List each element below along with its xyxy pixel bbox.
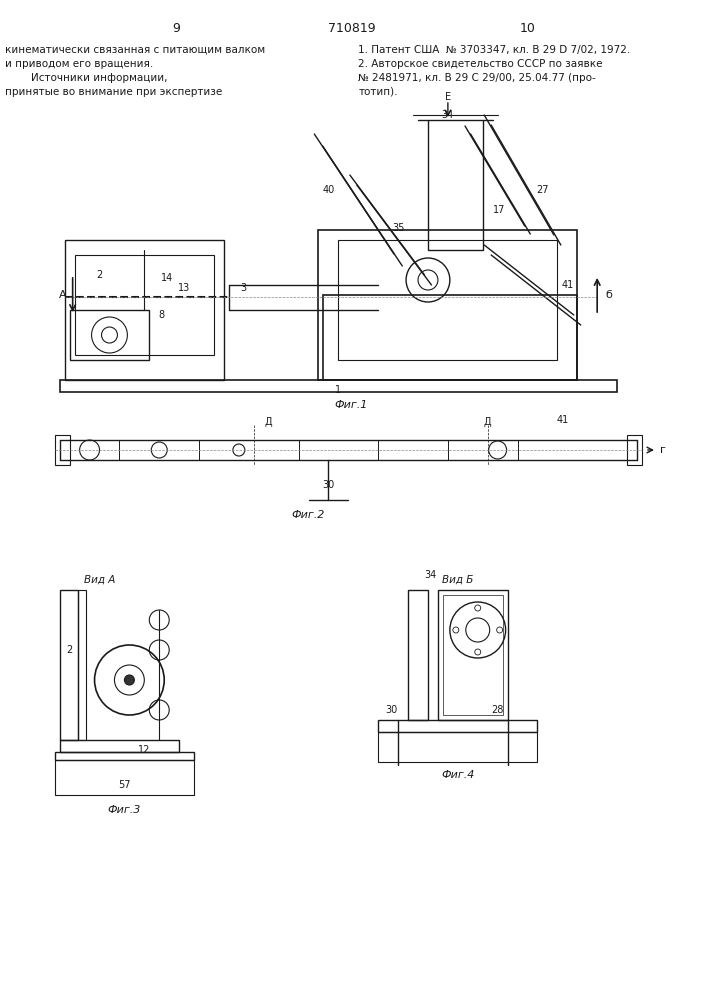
Bar xyxy=(54,435,70,465)
Text: 17: 17 xyxy=(493,205,506,215)
Bar xyxy=(428,120,483,250)
Text: 30: 30 xyxy=(322,480,334,490)
Text: 1: 1 xyxy=(335,385,341,395)
Text: кинематически связанная с питающим валком: кинематически связанная с питающим валко… xyxy=(5,45,265,55)
Text: 2. Авторское свидетельство СССР по заявке: 2. Авторское свидетельство СССР по заявк… xyxy=(358,59,603,69)
Bar xyxy=(75,255,214,355)
Text: 13: 13 xyxy=(178,283,190,293)
Bar xyxy=(59,380,617,392)
Bar xyxy=(59,590,78,740)
Text: 9: 9 xyxy=(173,21,180,34)
Bar xyxy=(378,732,537,762)
Text: 28: 28 xyxy=(491,705,504,715)
Circle shape xyxy=(124,675,134,685)
Text: 30: 30 xyxy=(385,705,397,715)
Text: 27: 27 xyxy=(536,185,549,195)
Text: 3: 3 xyxy=(241,283,247,293)
Bar xyxy=(59,740,179,752)
Bar xyxy=(378,720,537,732)
Text: Фиг.3: Фиг.3 xyxy=(107,805,141,815)
Text: А: А xyxy=(59,290,66,300)
Text: 57: 57 xyxy=(118,780,131,790)
Text: Вид А: Вид А xyxy=(84,575,115,585)
Bar xyxy=(339,240,557,360)
Text: № 2481971, кл. В 29 С 29/00, 25.04.77 (про-: № 2481971, кл. В 29 С 29/00, 25.04.77 (п… xyxy=(358,73,596,83)
Text: 2: 2 xyxy=(66,645,73,655)
Text: Фиг.1: Фиг.1 xyxy=(334,400,368,410)
Text: 35: 35 xyxy=(392,223,404,233)
Bar xyxy=(78,590,86,740)
Text: Д: Д xyxy=(265,417,272,427)
Text: принятые во внимание при экспертизе: принятые во внимание при экспертизе xyxy=(5,87,222,97)
Bar xyxy=(54,752,194,760)
Bar xyxy=(408,590,428,720)
Text: 34: 34 xyxy=(423,570,436,580)
Text: Фиг.2: Фиг.2 xyxy=(292,510,325,520)
Text: 14: 14 xyxy=(161,273,173,283)
Text: и приводом его вращения.: и приводом его вращения. xyxy=(5,59,153,69)
Text: б: б xyxy=(606,290,612,300)
Text: г: г xyxy=(660,445,666,455)
Text: 10: 10 xyxy=(520,21,535,34)
Text: 710819: 710819 xyxy=(327,21,375,34)
Text: 8: 8 xyxy=(158,310,164,320)
Text: 41: 41 xyxy=(561,280,573,290)
Bar xyxy=(54,760,194,795)
Text: 40: 40 xyxy=(322,185,334,195)
Text: 12: 12 xyxy=(138,745,151,755)
Bar xyxy=(324,295,578,380)
Text: 2: 2 xyxy=(96,270,103,280)
Text: Е: Е xyxy=(445,92,451,102)
Bar xyxy=(438,590,508,720)
Text: Источники информации,: Источники информации, xyxy=(5,73,168,83)
Text: Д: Д xyxy=(484,417,491,427)
Bar xyxy=(443,595,503,715)
Text: Фиг.4: Фиг.4 xyxy=(441,770,474,780)
Bar xyxy=(65,240,224,380)
Text: Вид Б: Вид Б xyxy=(442,575,474,585)
Text: 34: 34 xyxy=(442,110,454,120)
Text: тотип).: тотип). xyxy=(358,87,398,97)
Text: 1. Патент США  № 3703347, кл. B 29 D 7/02, 1972.: 1. Патент США № 3703347, кл. B 29 D 7/02… xyxy=(358,45,631,55)
Bar xyxy=(70,310,149,360)
Bar xyxy=(318,230,578,380)
Text: 41: 41 xyxy=(556,415,568,425)
Bar xyxy=(627,435,642,465)
